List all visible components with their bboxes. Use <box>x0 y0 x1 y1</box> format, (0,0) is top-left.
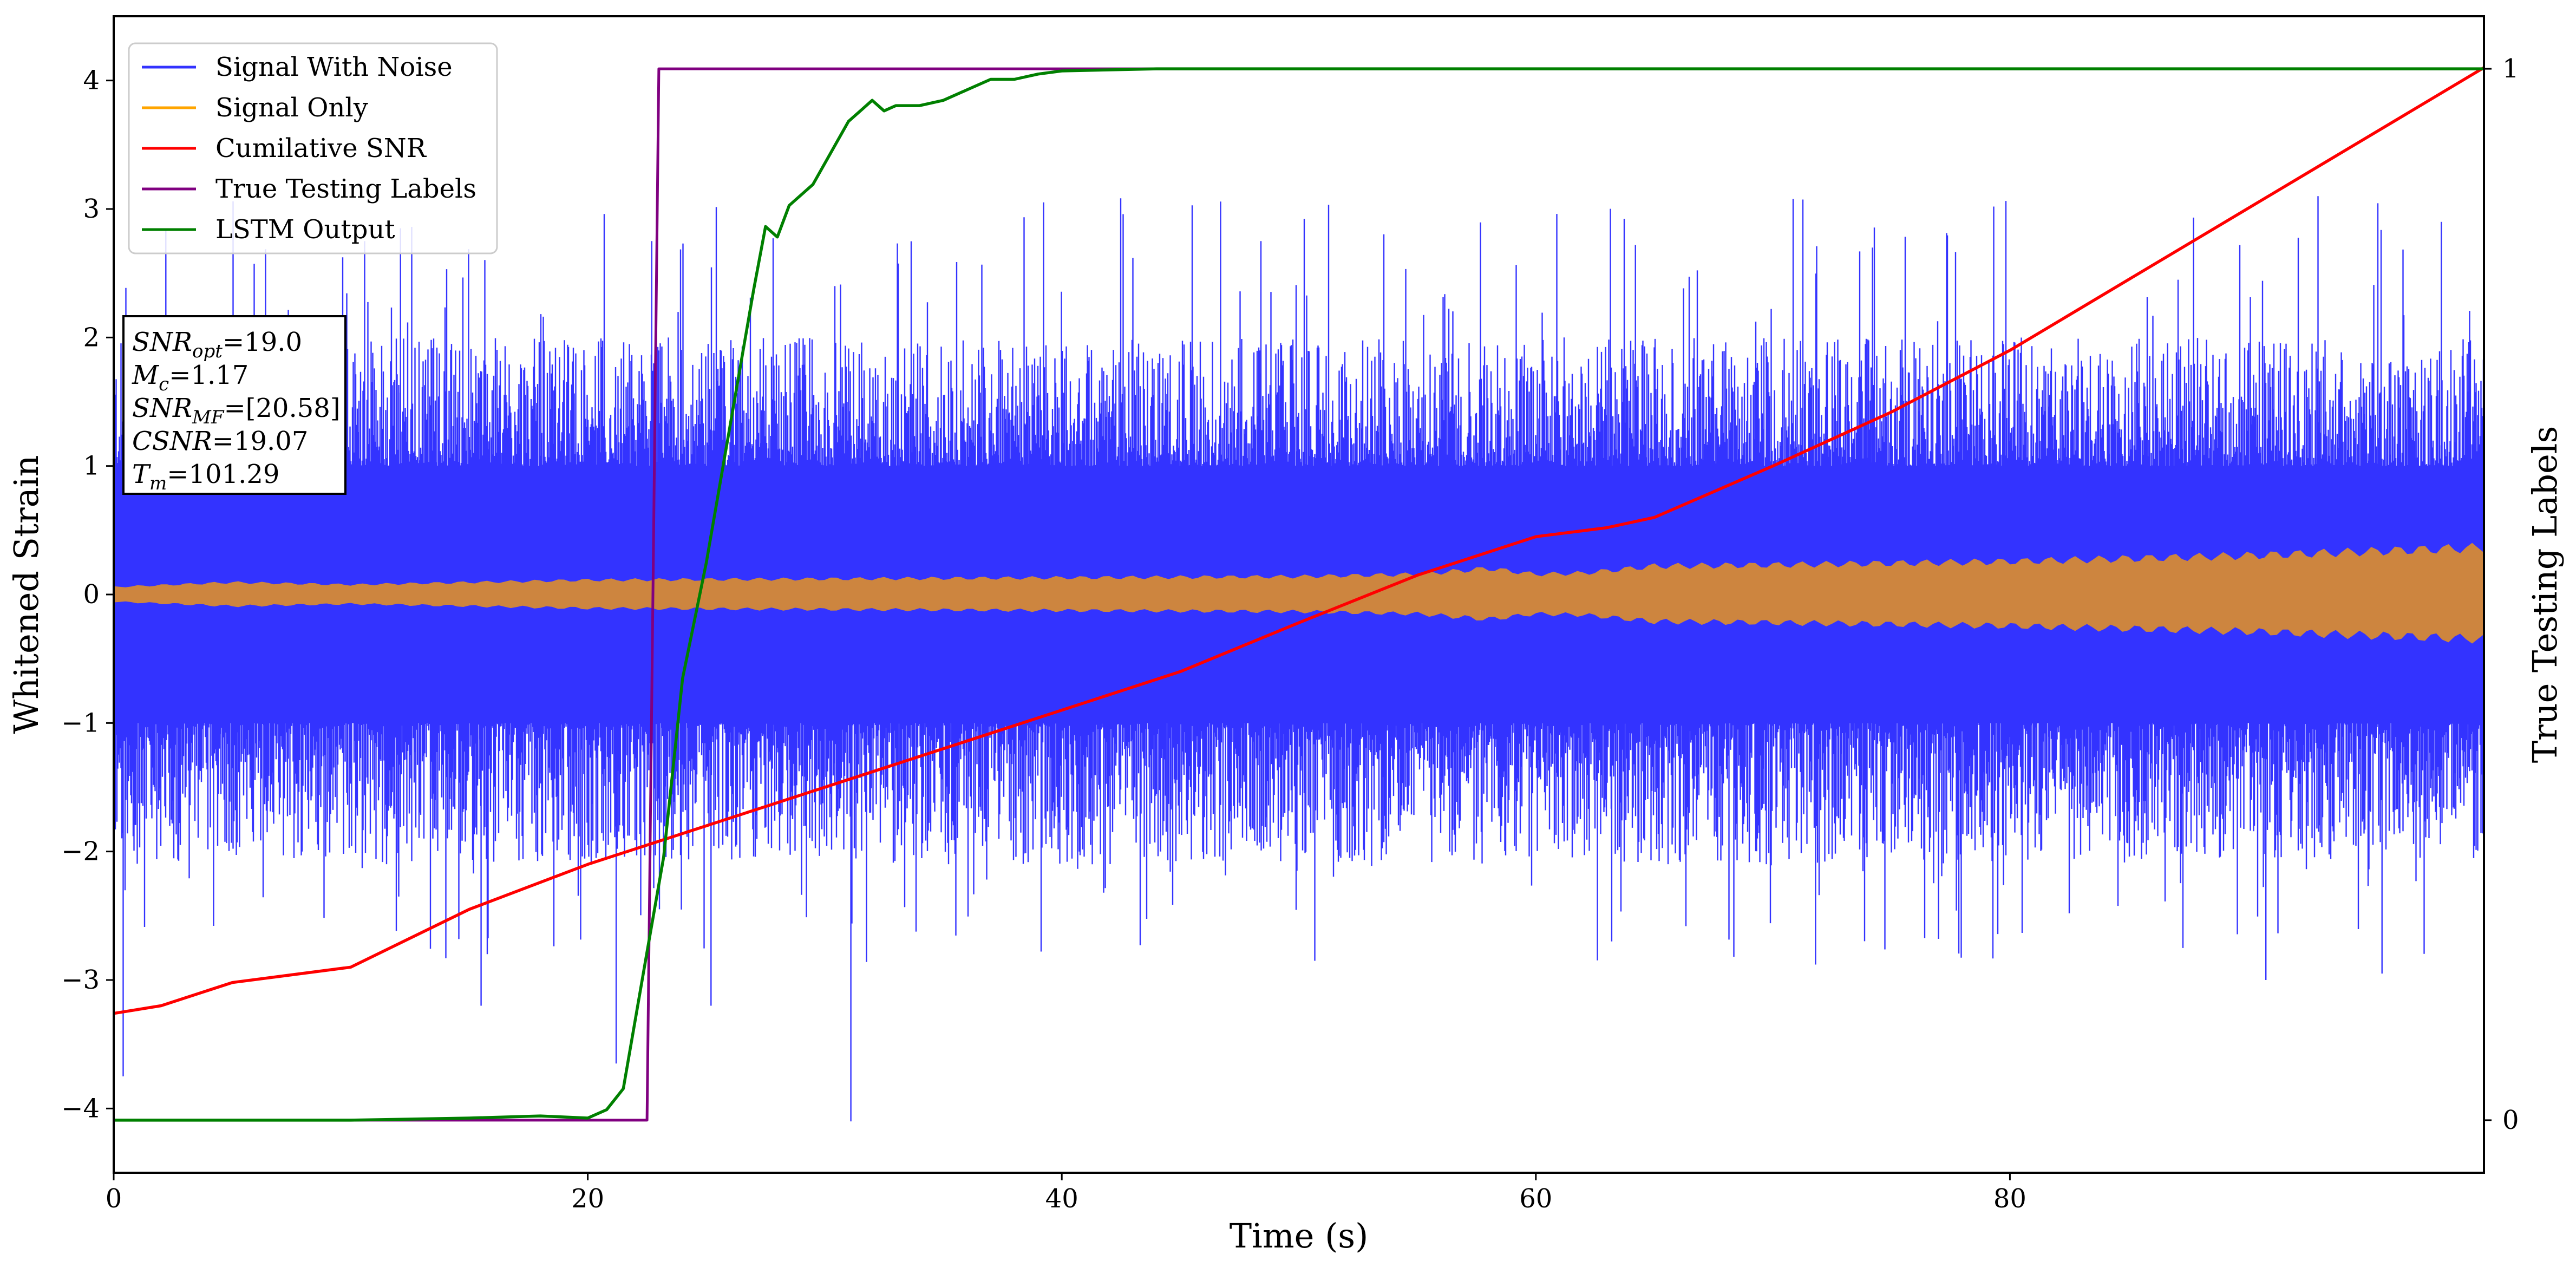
annotation-line: SNRopt=19.0 <box>132 327 302 362</box>
x-tick-label: 60 <box>1519 1184 1552 1214</box>
y2-axis-label: True Testing Labels <box>2525 426 2565 763</box>
y-tick-label: 1 <box>83 451 100 481</box>
legend-label: Cumilative SNR <box>215 133 427 164</box>
noise-spikes <box>113 196 2485 1122</box>
y2-tick-label: 0 <box>2502 1105 2519 1135</box>
y-tick-label: −2 <box>61 837 100 867</box>
x-tick-label: 80 <box>1993 1184 2026 1214</box>
cumilative-snr-line <box>113 66 2485 1015</box>
y-tick-label: 3 <box>83 194 100 224</box>
annotation-box: SNRopt=19.0Mc=1.17SNRMF=[20.58]CSNR=19.0… <box>122 315 346 495</box>
y-tick-label: 2 <box>83 322 100 352</box>
legend-label: Signal With Noise <box>215 52 453 82</box>
y-tick-label: 4 <box>83 66 100 96</box>
x-axis-label: Time (s) <box>1230 1216 1369 1256</box>
annotation-line: Tm=101.29 <box>132 459 279 494</box>
x-tick-label: 20 <box>571 1184 604 1214</box>
lstm-output-line <box>114 67 2484 1122</box>
legend-label: True Testing Labels <box>215 174 476 204</box>
x-tick-label: 0 <box>106 1184 122 1214</box>
x-tick-label: 40 <box>1045 1184 1078 1214</box>
signal-with-noise-series <box>113 196 2485 1122</box>
y-tick-label: −4 <box>61 1093 100 1123</box>
legend-frame <box>128 42 498 254</box>
y-tick-label: −3 <box>61 965 100 995</box>
legend: Signal With Noise Signal Only Cumilative S… <box>128 42 498 254</box>
y-tick-label: −1 <box>61 708 100 738</box>
annotation-line: Mc=1.17 <box>132 360 249 395</box>
y2-tick-label: 1 <box>2502 54 2519 84</box>
legend-label: Signal Only <box>215 93 368 123</box>
y-tick-label: 0 <box>83 579 100 610</box>
annotation-frame <box>122 315 346 495</box>
annotation-line: CSNR=19.07 <box>132 426 308 456</box>
y-axis-label: Whitened Strain <box>6 455 46 734</box>
annotation-line: SNRMF=[20.58] <box>132 393 341 428</box>
legend-label: LSTM Output <box>215 214 395 245</box>
line-series-group <box>113 66 2485 1122</box>
